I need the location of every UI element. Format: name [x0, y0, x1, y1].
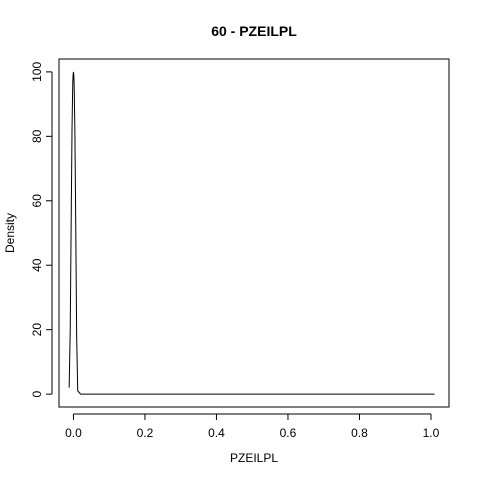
y-tick-label: 40 — [30, 258, 44, 272]
y-axis-label: Density — [3, 213, 17, 253]
x-axis-label: PZEILPL — [230, 451, 278, 465]
plot-area-frame — [58, 58, 450, 408]
x-tick-label: 0.2 — [137, 426, 154, 440]
chart-title: 60 - PZEILPL — [211, 23, 297, 39]
y-axis: 0 20 40 60 80 100 — [30, 62, 53, 397]
x-tick-label: 0.4 — [208, 426, 225, 440]
x-tick-label: 0.8 — [351, 426, 368, 440]
x-tick-label: 0.0 — [65, 426, 82, 440]
x-tick-label: 0.6 — [280, 426, 297, 440]
x-tick-label: 1.0 — [423, 426, 440, 440]
density-line — [68, 71, 435, 395]
y-tick-label: 20 — [30, 323, 44, 337]
y-tick-label: 0 — [30, 390, 44, 397]
y-tick-label: 100 — [30, 62, 44, 82]
y-tick-label: 80 — [30, 129, 44, 143]
y-tick-label: 60 — [30, 194, 44, 208]
x-axis: 0.0 0.2 0.4 0.6 0.8 1.0 — [65, 413, 440, 440]
